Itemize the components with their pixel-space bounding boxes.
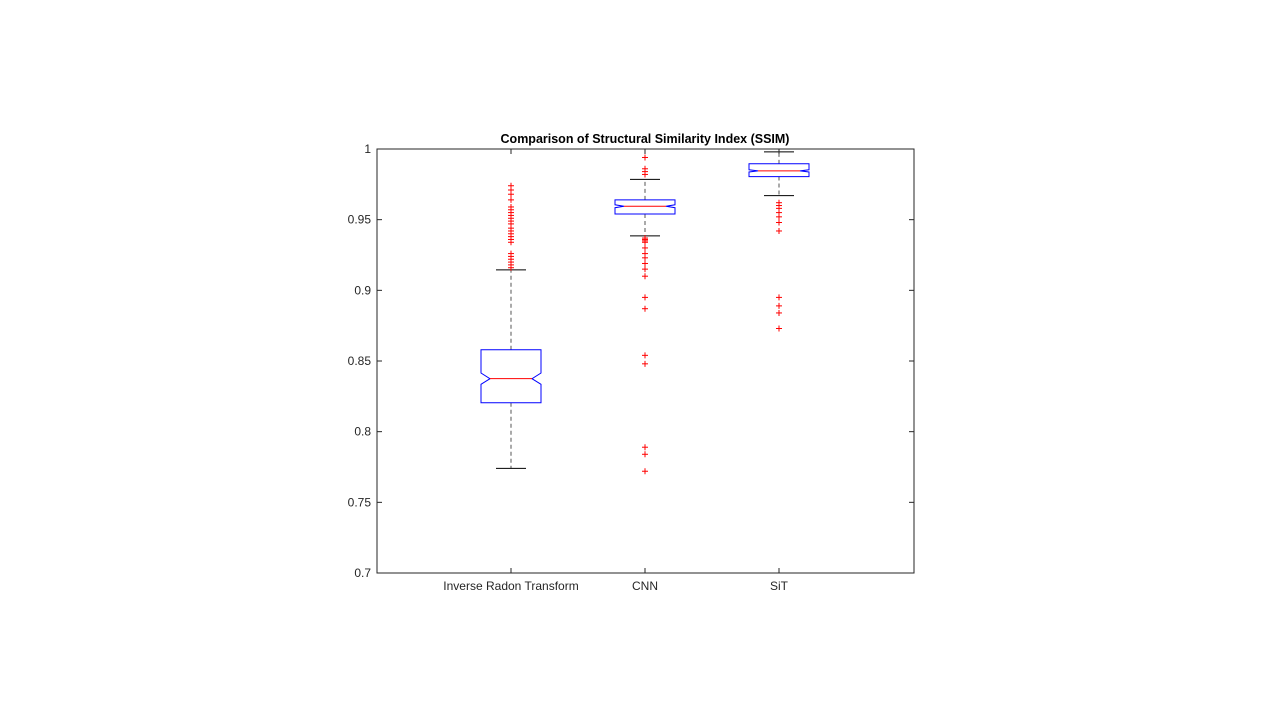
outlier-1-15 [642, 305, 648, 312]
outlier-1-14 [642, 294, 648, 301]
outlier-1-18 [642, 444, 648, 451]
outlier-1-8 [642, 244, 648, 251]
x-tick-label-1: CNN [632, 579, 658, 593]
outlier-1-20 [642, 468, 648, 475]
x-tick-label-0: Inverse Radon Transform [443, 579, 578, 593]
y-tick-label-0: 0.7 [354, 566, 371, 580]
outlier-2-7 [776, 294, 782, 301]
notched-box-0 [480, 349, 542, 404]
outlier-0-3 [508, 196, 514, 203]
chart-title: Comparison of Structural Similarity Inde… [501, 132, 790, 146]
x-tick-label-2: SiT [770, 579, 789, 593]
outlier-2-6 [776, 227, 782, 234]
outlier-1-10 [642, 254, 648, 261]
outlier-1-0 [642, 154, 648, 161]
outlier-2-9 [776, 309, 782, 316]
outlier-1-19 [642, 451, 648, 458]
outlier-1-7 [642, 239, 648, 246]
outlier-0-22 [508, 264, 514, 271]
box-group-0 [480, 182, 542, 469]
outlier-1-16 [642, 352, 648, 359]
y-tick-label-1: 0.75 [348, 495, 372, 509]
y-tick-label-5: 0.95 [348, 213, 372, 227]
y-tick-label-2: 0.8 [354, 425, 371, 439]
plot-area [480, 151, 810, 475]
notched-box-2 [748, 163, 810, 178]
axis-ticks: 0.7 0.75 0.8 0.85 0.9 0.95 1 Inverse Radon Tran… [348, 142, 914, 593]
outlier-1-12 [642, 266, 648, 273]
notched-box-1 [614, 199, 676, 215]
outlier-1-13 [642, 273, 648, 280]
outlier-1-17 [642, 360, 648, 367]
outlier-2-5 [776, 219, 782, 226]
outlier-0-2 [508, 191, 514, 198]
outlier-0-16 [508, 239, 514, 246]
outlier-2-8 [776, 302, 782, 309]
outlier-1-11 [642, 260, 648, 267]
outlier-1-3 [642, 171, 648, 178]
outlier-2-10 [776, 325, 782, 332]
outlier-2-4 [776, 213, 782, 220]
y-tick-label-3: 0.85 [348, 354, 372, 368]
box-group-2 [748, 151, 810, 332]
y-tick-label-6: 1 [364, 142, 371, 156]
y-tick-label-4: 0.9 [354, 283, 371, 297]
box-group-1 [614, 154, 676, 475]
